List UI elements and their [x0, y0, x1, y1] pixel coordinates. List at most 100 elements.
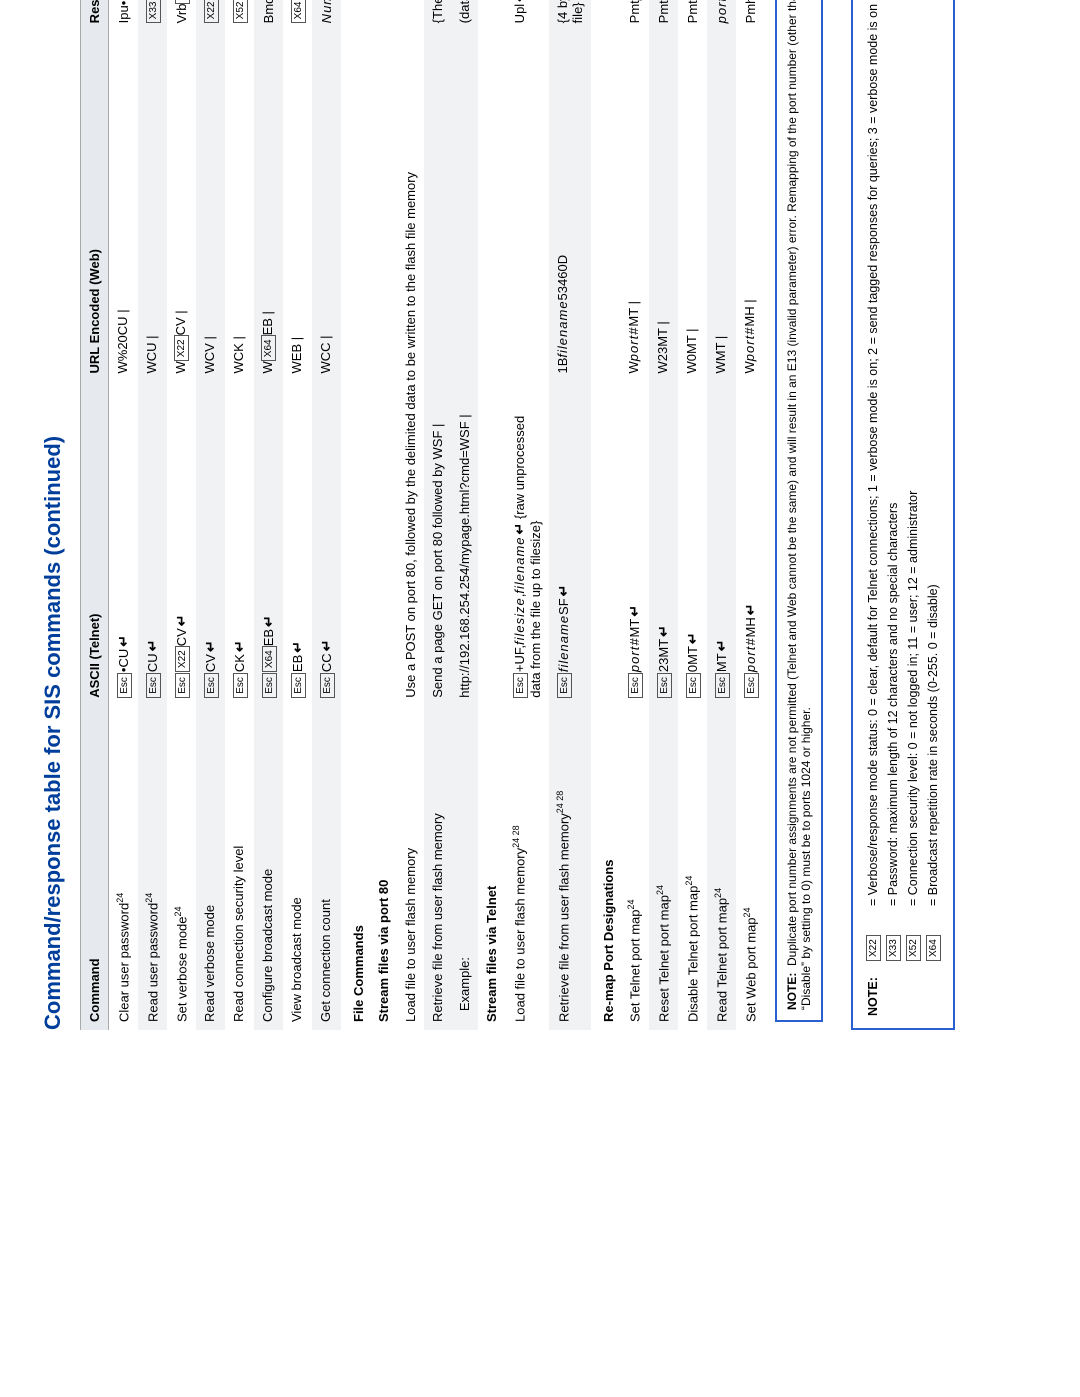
page-title: Command/response table for SIS commands … — [40, 0, 66, 1030]
cell-response: X52 — [225, 0, 254, 31]
cell-command: Retrieve file from user flash memory — [424, 706, 451, 1030]
cell-url: Wport#MH — [736, 31, 765, 381]
cell-response: Pmhport# — [736, 0, 765, 31]
cell-url: WMT — [707, 31, 736, 381]
cell-url: WX64EB — [254, 31, 283, 381]
cell-ascii: EscfilenameSF — [549, 382, 591, 706]
cell-response: Upl — [505, 0, 549, 31]
section-row: Stream files via port 80 — [370, 0, 397, 1030]
legend-item: X64= Broadcast repetition rate in second… — [923, 0, 943, 961]
cell-ascii: EscCU — [138, 382, 167, 706]
cell-url — [424, 31, 451, 381]
legend-label: NOTE: — [863, 961, 883, 1016]
section-label: Stream files via port 80 — [370, 0, 397, 1030]
cell-response: Ipu• — [109, 0, 139, 31]
cell-command: Read Telnet port map24 — [707, 706, 736, 1030]
cell-command: Get connection count — [312, 706, 341, 1030]
cell-response: port# — [707, 0, 736, 31]
table-row: Set verbose mode24EscX22CVWX22CVVrbX22 — [167, 0, 196, 1030]
cell-ascii: Esc+UF,filesize,filename {raw unprocesse… — [505, 382, 549, 706]
cell-response: VrbX22 — [167, 0, 196, 31]
note-box: NOTE: Duplicate port number assignments … — [775, 0, 823, 1022]
cell-url: W23MT — [649, 31, 678, 381]
cell-ascii: EscCC — [312, 382, 341, 706]
table-row: Configure broadcast modeEscX64EBWX64EBBm… — [254, 0, 283, 1030]
cell-url: WCK — [225, 31, 254, 381]
cell-url: WEB — [283, 31, 312, 381]
table-row: Read verbose modeEscCVWCVX22 — [196, 0, 225, 1030]
cell-ascii: Use a POST on port 80, followed by the d… — [397, 0, 424, 706]
table-row: Set Web port map24Escport#MHWport#MHPmhp… — [736, 0, 765, 1030]
cell-command: Set Web port map24 — [736, 706, 765, 1030]
cell-command: Disable Telnet port map24 — [678, 706, 707, 1030]
section-row: Re-map Port Designations — [591, 0, 620, 1030]
table-row: Example:http://192.168.254.254/mypage.ht… — [451, 0, 478, 1030]
legend-item: X33= Password: maximum length of 12 char… — [883, 0, 903, 961]
legend-item: X22= Verbose/response mode status: 0 = c… — [863, 0, 883, 961]
section-label: File Commands — [341, 0, 370, 1030]
cell-command: Example: — [451, 706, 478, 1030]
table-row: Get connection countEscCCWCCNumber of Co… — [312, 0, 341, 1030]
cell-ascii: EscX22CV — [167, 382, 196, 706]
table-row: Read user password24EscCUWCUX33 — [138, 0, 167, 1030]
cell-response: X33 — [138, 0, 167, 31]
cell-command: Reset Telnet port map24 — [649, 706, 678, 1030]
cell-response: {The response is raw data from the file} — [424, 0, 451, 31]
cell-command: Retrieve file from user flash memory24 2… — [549, 706, 591, 1030]
table-row: Clear user password24Esc•CUW%20CUIpu• — [109, 0, 139, 1030]
cell-command: Load file to user flash memory — [397, 706, 424, 1030]
table-row: Retrieve file from user flash memorySend… — [424, 0, 451, 1030]
th-response: Response — [81, 0, 109, 31]
table-row: View broadcast modeEscEBWEBX64 — [283, 0, 312, 1030]
table-row: Read Telnet port map24EscMTWMTport# — [707, 0, 736, 1030]
cell-url: WCC — [312, 31, 341, 381]
th-ascii: ASCII (Telnet) — [81, 382, 109, 706]
section-row: Stream files via Telnet — [478, 0, 505, 1030]
cell-ascii: Esc0MT — [678, 382, 707, 706]
th-url: URL Encoded (Web) — [81, 31, 109, 381]
cell-url — [505, 31, 549, 381]
section-label: Stream files via Telnet — [478, 0, 505, 1030]
cell-ascii: EscX64EB — [254, 382, 283, 706]
cell-url: W0MT — [678, 31, 707, 381]
cell-ascii: Escport#MT — [620, 382, 649, 706]
table-row: Read connection security levelEscCKWCKX5… — [225, 0, 254, 1030]
cell-response: X22 — [196, 0, 225, 31]
cell-command: Read connection security level — [225, 706, 254, 1030]
table-row: Load file to user flash memoryUse a POST… — [397, 0, 424, 1030]
cell-response: Pmtport# — [620, 0, 649, 31]
cell-ascii: Esc•CU — [109, 382, 139, 706]
cell-url: WX22CV — [167, 31, 196, 381]
cell-ascii: EscMT — [707, 382, 736, 706]
cell-command: Clear user password24 — [109, 706, 139, 1030]
cell-url: WCU — [138, 31, 167, 381]
cell-command: Load file to user flash memory24 28 — [505, 706, 549, 1030]
cell-ascii: Escport#MH — [736, 382, 765, 706]
legend-item: X52= Connection security level: 0 = not … — [903, 0, 923, 961]
cell-url: Wport#MT — [620, 31, 649, 381]
cell-ascii: Esc23MT — [649, 382, 678, 706]
legend-box: NOTE: X22= Verbose/response mode status:… — [851, 0, 955, 1030]
cell-url — [451, 31, 478, 381]
note-row: NOTE: Duplicate port number assignments … — [765, 0, 829, 1030]
cell-ascii: EscCK — [225, 382, 254, 706]
cell-command: Configure broadcast mode — [254, 706, 283, 1030]
table-row: Reset Telnet port map24Esc23MTW23MTPmt00… — [649, 0, 678, 1030]
cell-response: Pmt00023 — [649, 0, 678, 31]
cell-command: Read user password24 — [138, 706, 167, 1030]
table-row: Set Telnet port map24Escport#MTWport#MTP… — [620, 0, 649, 1030]
cell-url: 1Bfilename53460D — [549, 31, 591, 381]
cell-command: Set verbose mode24 — [167, 706, 196, 1030]
table-row: Disable Telnet port map24Esc0MTW0MTPmt00… — [678, 0, 707, 1030]
cell-response: Number of Connections — [312, 0, 341, 31]
table-row: Retrieve file from user flash memory24 2… — [549, 0, 591, 1030]
cell-response: BmdX64 — [254, 0, 283, 31]
section-label: Re-map Port Designations — [591, 0, 620, 1030]
cell-ascii: EscCV — [196, 382, 225, 706]
page: Command/response table for SIS commands … — [0, 0, 1080, 1080]
cell-url: WCV — [196, 31, 225, 381]
section-row: File Commands — [341, 0, 370, 1030]
cell-response: X64 — [283, 0, 312, 31]
cell-url: W%20CU — [109, 31, 139, 381]
cell-response: {4 bytes of filesize, and then raw data … — [549, 0, 591, 31]
